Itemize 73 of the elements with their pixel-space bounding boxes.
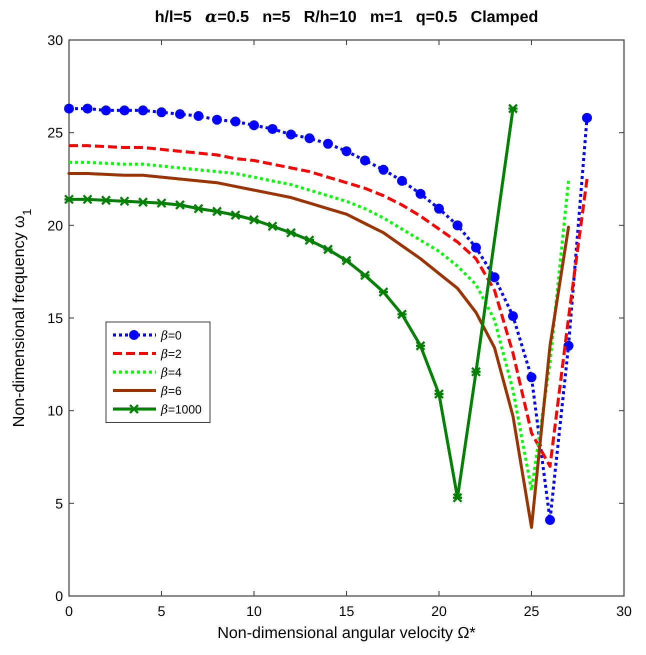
point — [286, 130, 296, 140]
x-tick-label: 15 — [338, 603, 354, 619]
point — [82, 104, 92, 114]
legend-label: β=1000 — [160, 402, 202, 416]
point — [82, 194, 94, 204]
point — [452, 492, 464, 503]
legend-label: β=2 — [160, 347, 182, 361]
point — [526, 372, 536, 382]
point — [452, 220, 462, 230]
point — [378, 164, 388, 175]
point — [545, 515, 555, 526]
point — [266, 221, 278, 232]
point — [340, 255, 352, 266]
legend-label: β=4 — [160, 366, 182, 380]
point — [174, 200, 186, 210]
point — [507, 103, 519, 114]
point — [249, 120, 259, 130]
point — [434, 204, 444, 214]
point — [471, 242, 481, 253]
point — [378, 286, 390, 298]
point — [304, 235, 316, 246]
point — [192, 204, 204, 214]
point — [490, 272, 500, 282]
point — [248, 214, 260, 225]
x-tick-label: 30 — [616, 603, 632, 619]
point — [156, 198, 168, 208]
point — [118, 196, 130, 206]
x-tick-label: 0 — [65, 603, 74, 619]
point — [433, 388, 445, 400]
point — [470, 366, 482, 377]
x-tick-label: 5 — [158, 603, 166, 619]
point — [285, 228, 297, 238]
point — [211, 206, 223, 217]
y-tick-label: 5 — [55, 495, 64, 512]
legend-label: β=6 — [160, 384, 182, 398]
y-tick-label: 15 — [47, 310, 64, 326]
x-axis-title: Non-dimensional angular velocity Ω* — [217, 625, 476, 642]
point — [582, 112, 592, 123]
point — [230, 210, 242, 220]
point — [212, 114, 222, 125]
point — [416, 188, 426, 199]
point — [359, 270, 371, 280]
point — [63, 194, 75, 204]
point — [360, 155, 370, 166]
x-tick-label: 20 — [431, 603, 447, 619]
point — [268, 124, 278, 134]
point — [322, 244, 334, 255]
legend-label: β=0 — [160, 328, 182, 342]
point — [342, 146, 352, 156]
point — [304, 133, 314, 144]
point — [156, 107, 166, 118]
y-tick-label: 10 — [47, 402, 64, 419]
point — [230, 116, 240, 127]
y-tick-label: 30 — [47, 32, 64, 48]
point — [397, 176, 407, 186]
point — [64, 104, 74, 114]
point — [323, 138, 333, 149]
point — [175, 109, 185, 120]
point — [138, 105, 148, 116]
point — [508, 311, 518, 322]
point — [396, 309, 408, 320]
y-tick-label: 25 — [47, 124, 64, 141]
point — [194, 110, 204, 121]
point — [100, 195, 112, 206]
point — [414, 340, 426, 351]
y-tick-label: 20 — [47, 217, 64, 234]
chart-title: h/l=5 α=0.5 n=5 R/h=10 m=1 q=0.5 Clamped — [154, 7, 538, 26]
point — [137, 197, 149, 208]
x-tick-label: 25 — [524, 603, 540, 619]
y-tick-label: 0 — [55, 588, 64, 604]
x-tick-label: 10 — [246, 603, 262, 619]
point — [120, 105, 130, 116]
point — [101, 105, 111, 116]
